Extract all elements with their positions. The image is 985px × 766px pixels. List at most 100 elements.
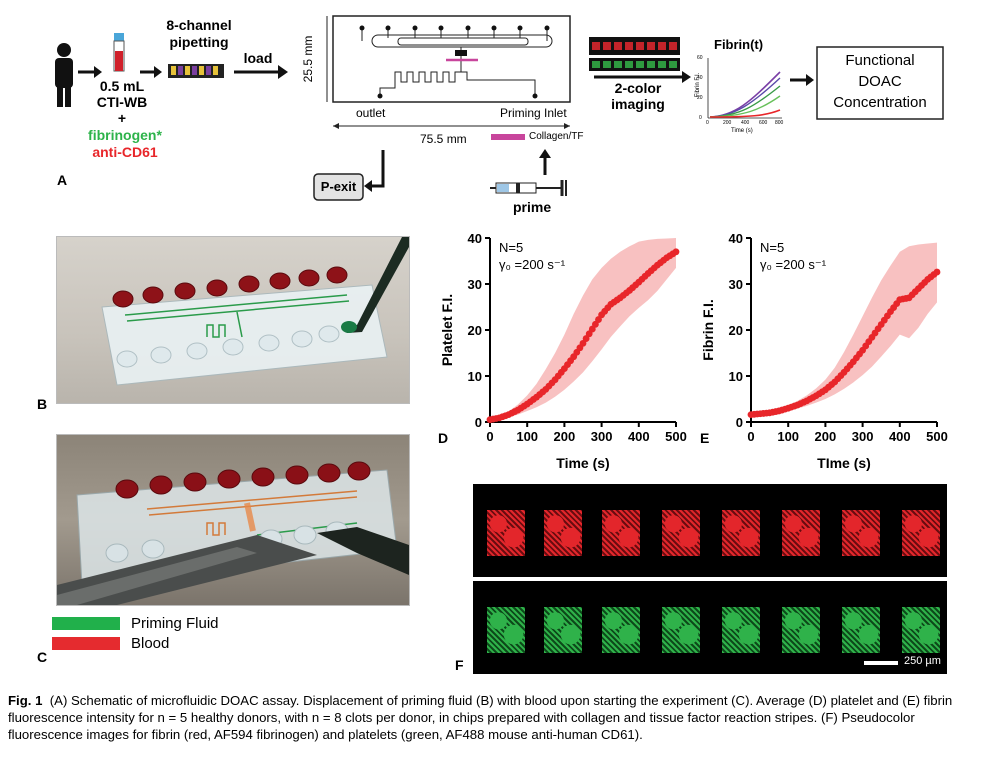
panel-letter-d: D [438, 430, 449, 446]
mini-chart-ylabel: Fibrin F.I. [695, 72, 701, 98]
blood-tube-icon [113, 33, 125, 72]
data-point [933, 268, 941, 276]
mini-xtick: 600 [759, 120, 768, 126]
sd-band [751, 242, 937, 416]
legend-label-priming-fluid: Priming Fluid [131, 615, 219, 632]
mini-fibrin-chart [707, 58, 782, 119]
clot-tile [842, 510, 880, 556]
person-icon [55, 43, 73, 107]
collagen-tf-label: Collagen/TF [529, 131, 584, 142]
p-exit-arrow-icon [364, 150, 385, 192]
x-tick-label: 0 [486, 429, 493, 444]
shear-label-d: γ₀ =200 s⁻¹ [499, 257, 566, 272]
mini-ytick: 0 [699, 115, 702, 121]
clot-tile [782, 510, 820, 556]
y-tick-label: 40 [468, 231, 482, 246]
functional-doac-box [816, 46, 944, 120]
clot-tile [902, 510, 940, 556]
clot-tile [782, 607, 820, 653]
functional-line3: Concentration [833, 94, 927, 111]
panel-letter-e: E [700, 430, 710, 446]
legend-label-blood: Blood [131, 635, 170, 652]
x-tick-label: 300 [591, 429, 613, 444]
pipetting-line1: 8-channel [166, 17, 232, 33]
sample-volume: 0.5 mL [99, 78, 145, 94]
clot-tile [487, 510, 525, 556]
x-axis-label: TIme (s) [817, 455, 871, 471]
shear-label-e: γ₀ =200 s⁻¹ [760, 257, 827, 272]
scale-bar-label: 250 µm [904, 655, 941, 667]
fibrinogen-label: fibrinogen* [88, 127, 162, 143]
y-tick-label: 20 [729, 323, 743, 338]
panel-c-photo [56, 434, 410, 606]
priming-inlet-label: Priming Inlet [500, 106, 567, 120]
clot-tile [722, 510, 760, 556]
y-tick-label: 0 [475, 415, 482, 430]
arrow-icon [539, 149, 551, 175]
arrow-icon [78, 66, 102, 78]
mini-chart-xlabel: Time (s) [731, 128, 753, 134]
collagen-swatch [491, 134, 525, 140]
chip-junction [455, 50, 467, 56]
y-tick-label: 40 [729, 231, 743, 246]
pipetting-line2: pipetting [169, 34, 229, 50]
mini-ytick: 20 [697, 95, 703, 101]
clot-tile [544, 607, 582, 653]
caption-text: (A) Schematic of microfluidic DOAC assay… [8, 693, 953, 742]
platelet-fluorescence-image [473, 581, 947, 674]
chip-ports [359, 25, 550, 99]
mini-xtick: 0 [706, 120, 709, 126]
functional-line1: Functional [845, 52, 915, 69]
pipette-strip-icon [168, 64, 224, 78]
chip-channels [361, 29, 553, 96]
arrow-icon [234, 65, 288, 79]
functional-line2: DOAC [858, 73, 902, 90]
syringe-icon [490, 180, 567, 196]
panel-letter-c: C [37, 649, 48, 665]
mini-xtick: 400 [741, 120, 750, 126]
arrow-icon [790, 74, 814, 86]
p-exit-label: P-exit [320, 179, 357, 194]
chip-photo-b [101, 237, 409, 386]
outlet-label: outlet [356, 106, 386, 120]
plus-sign: + [117, 110, 127, 126]
red-channel-thumbnail [589, 37, 680, 55]
clot-tile [722, 607, 760, 653]
y-tick-label: 20 [468, 323, 482, 338]
y-axis-label: Platelet F.I. [439, 294, 455, 366]
clot-tile [842, 607, 880, 653]
data-point [672, 248, 680, 256]
load-label: load [243, 50, 273, 66]
green-channel-spots [592, 61, 677, 68]
y-tick-label: 0 [736, 415, 743, 430]
x-tick-label: 100 [777, 429, 799, 444]
caption-fig-label: Fig. 1 [8, 693, 43, 708]
legend-swatch-blood [52, 637, 120, 650]
clot-tile [544, 510, 582, 556]
prime-label: prime [513, 199, 552, 215]
clot-tile [662, 607, 700, 653]
clot-tile [602, 510, 640, 556]
x-tick-label: 100 [516, 429, 538, 444]
imaging-line2: imaging [611, 96, 665, 112]
mini-xtick: 200 [723, 120, 732, 126]
p-exit-box [313, 173, 364, 201]
green-channel-thumbnail [589, 58, 680, 71]
mini-xtick: 800 [775, 120, 784, 126]
clot-tile [902, 607, 940, 653]
imaging-line1: 2-color [614, 80, 662, 96]
mini-ytick: 60 [697, 55, 703, 61]
width-dimension-label: 75.5 mm [420, 132, 467, 146]
fibrin-fluorescence-image [473, 484, 947, 577]
fibrin-t-title: Fibrin(t) [714, 37, 764, 52]
sd-band [490, 238, 676, 421]
n-label-e: N=5 [760, 240, 785, 255]
sample-type: CTI-WB [96, 94, 148, 110]
x-axis-label: Time (s) [556, 455, 609, 471]
panel-letter-a: A [57, 172, 68, 188]
legend-swatch-priming-fluid [52, 617, 120, 630]
figure-caption: Fig. 1 (A) Schematic of microfluidic DOA… [8, 692, 980, 743]
x-tick-label: 0 [747, 429, 754, 444]
